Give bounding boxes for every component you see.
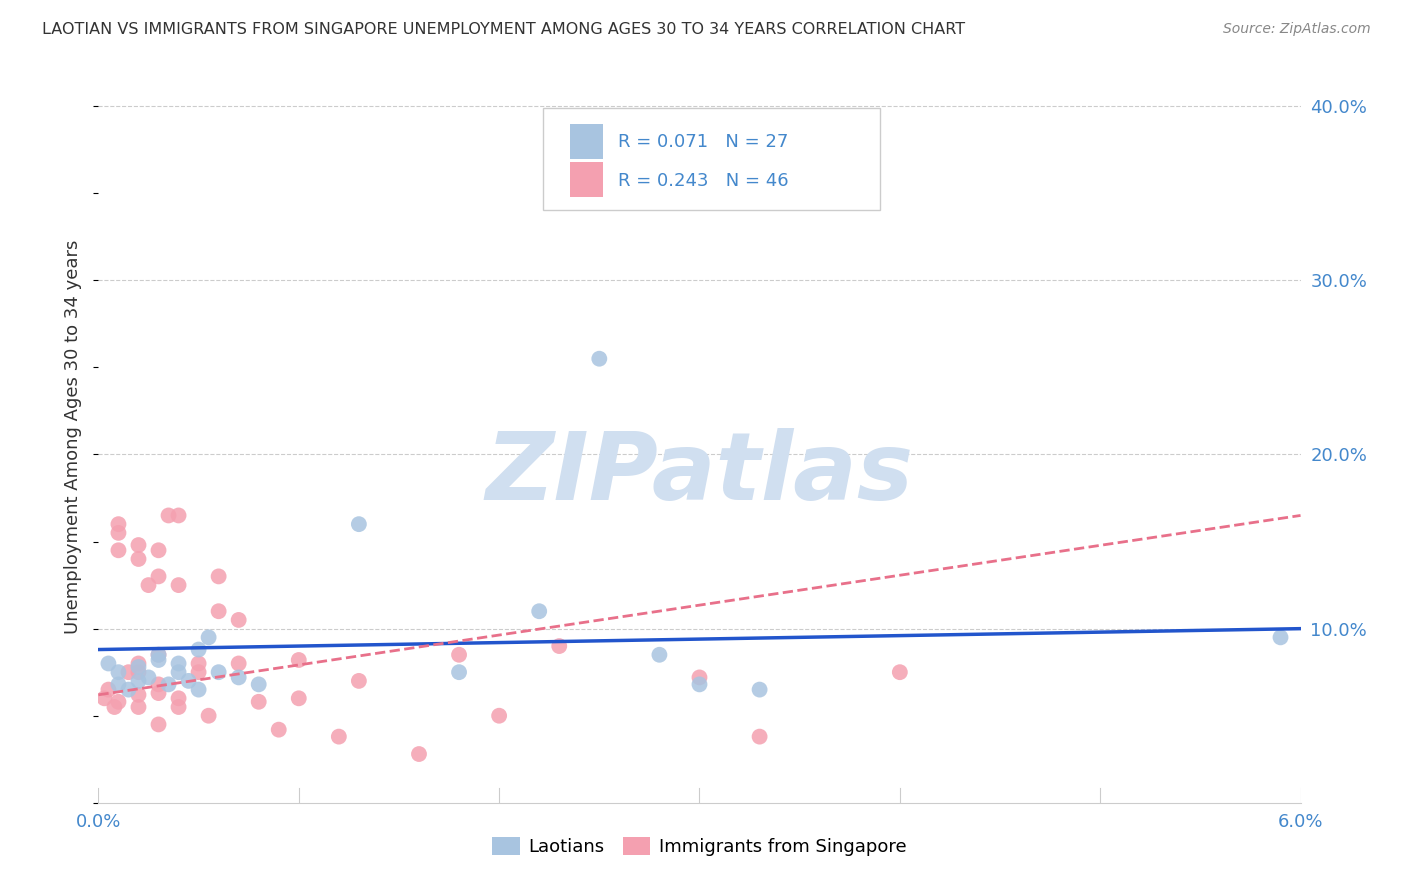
Point xyxy=(748,682,770,697)
Point xyxy=(138,578,160,592)
Y-axis label: Unemployment Among Ages 30 to 34 years: Unemployment Among Ages 30 to 34 years xyxy=(65,240,83,634)
Point xyxy=(247,695,270,709)
Text: R = 0.243   N = 46: R = 0.243 N = 46 xyxy=(617,172,789,190)
Point xyxy=(328,730,350,744)
Point xyxy=(177,673,200,688)
Point xyxy=(148,648,170,662)
Point xyxy=(689,677,711,691)
Point xyxy=(103,700,125,714)
Point xyxy=(148,717,170,731)
Point xyxy=(187,682,209,697)
Point xyxy=(117,682,139,697)
Point xyxy=(107,695,129,709)
Point xyxy=(167,691,190,706)
Point xyxy=(548,639,571,653)
Point xyxy=(167,700,190,714)
Point xyxy=(128,660,150,674)
Point xyxy=(128,665,150,680)
Point xyxy=(347,673,370,688)
Point xyxy=(228,670,250,684)
Point xyxy=(197,708,219,723)
Point xyxy=(208,665,231,680)
Point xyxy=(128,688,150,702)
Text: R = 0.071   N = 27: R = 0.071 N = 27 xyxy=(617,133,789,151)
Point xyxy=(128,657,150,671)
Point xyxy=(167,657,190,671)
Point xyxy=(93,691,115,706)
Point xyxy=(128,538,150,552)
Point xyxy=(267,723,290,737)
Point xyxy=(107,677,129,691)
Point xyxy=(107,665,129,680)
Point xyxy=(97,657,120,671)
Point xyxy=(148,569,170,583)
Point xyxy=(529,604,551,618)
Point xyxy=(148,677,170,691)
FancyBboxPatch shape xyxy=(569,124,603,159)
Point xyxy=(408,747,430,761)
Point xyxy=(107,517,129,532)
Point xyxy=(157,677,180,691)
Point xyxy=(488,708,510,723)
Point xyxy=(187,657,209,671)
Point xyxy=(128,700,150,714)
Point xyxy=(128,552,150,566)
Point xyxy=(148,653,170,667)
Point xyxy=(447,648,470,662)
Point xyxy=(689,670,711,684)
Text: Source: ZipAtlas.com: Source: ZipAtlas.com xyxy=(1223,22,1371,37)
Point xyxy=(588,351,610,366)
FancyBboxPatch shape xyxy=(543,108,880,211)
Point xyxy=(889,665,911,680)
Point xyxy=(167,578,190,592)
Point xyxy=(288,653,311,667)
Text: LAOTIAN VS IMMIGRANTS FROM SINGAPORE UNEMPLOYMENT AMONG AGES 30 TO 34 YEARS CORR: LAOTIAN VS IMMIGRANTS FROM SINGAPORE UNE… xyxy=(42,22,966,37)
Point xyxy=(208,604,231,618)
Point xyxy=(97,682,120,697)
FancyBboxPatch shape xyxy=(569,162,603,197)
Point xyxy=(228,657,250,671)
Text: ZIPatlas: ZIPatlas xyxy=(485,427,914,520)
Point xyxy=(187,665,209,680)
Point xyxy=(148,543,170,558)
Legend: Laotians, Immigrants from Singapore: Laotians, Immigrants from Singapore xyxy=(485,830,914,863)
Point xyxy=(117,665,139,680)
Point xyxy=(288,691,311,706)
Point xyxy=(148,686,170,700)
Point xyxy=(347,517,370,532)
Point xyxy=(247,677,270,691)
Point xyxy=(157,508,180,523)
Point xyxy=(197,631,219,645)
Point xyxy=(748,730,770,744)
Point xyxy=(167,665,190,680)
Point xyxy=(648,648,671,662)
Point xyxy=(107,525,129,540)
Point xyxy=(447,665,470,680)
Point xyxy=(167,508,190,523)
Point xyxy=(208,569,231,583)
Point xyxy=(128,673,150,688)
Point xyxy=(1270,631,1292,645)
Point xyxy=(228,613,250,627)
Point xyxy=(138,670,160,684)
Point xyxy=(187,642,209,657)
Point xyxy=(107,543,129,558)
Point xyxy=(148,648,170,662)
